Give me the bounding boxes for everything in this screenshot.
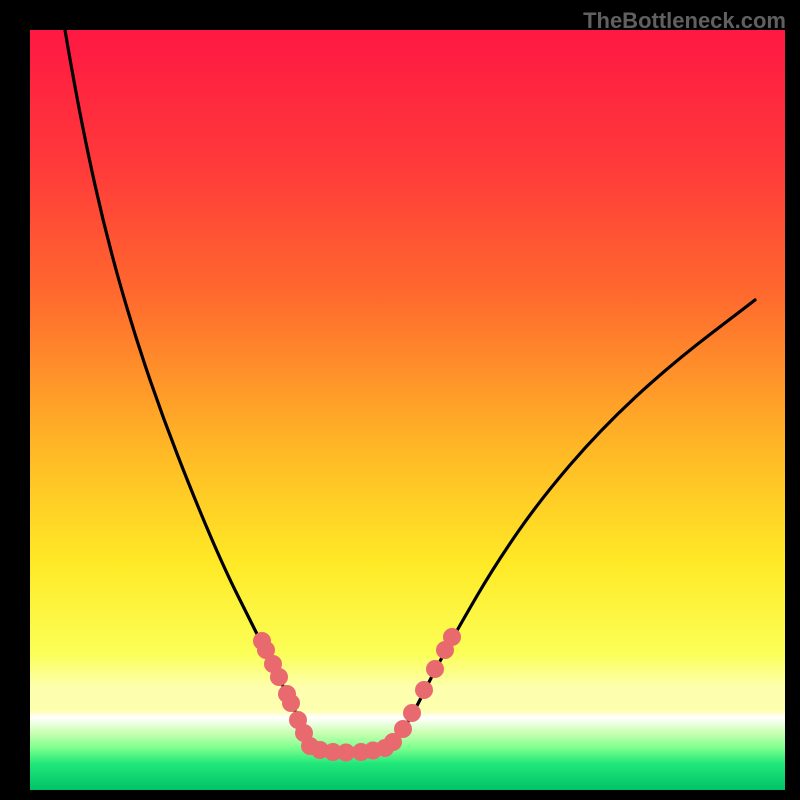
- data-marker: [271, 669, 288, 686]
- gradient-plot: [30, 30, 785, 790]
- data-marker: [416, 682, 433, 699]
- gradient-background: [30, 30, 785, 790]
- data-marker: [283, 695, 300, 712]
- data-marker: [395, 721, 412, 738]
- watermark-text: TheBottleneck.com: [583, 8, 786, 34]
- data-marker: [404, 705, 421, 722]
- data-marker: [427, 661, 444, 678]
- data-marker: [338, 744, 355, 761]
- data-marker: [444, 629, 461, 646]
- plot-frame: [30, 30, 785, 790]
